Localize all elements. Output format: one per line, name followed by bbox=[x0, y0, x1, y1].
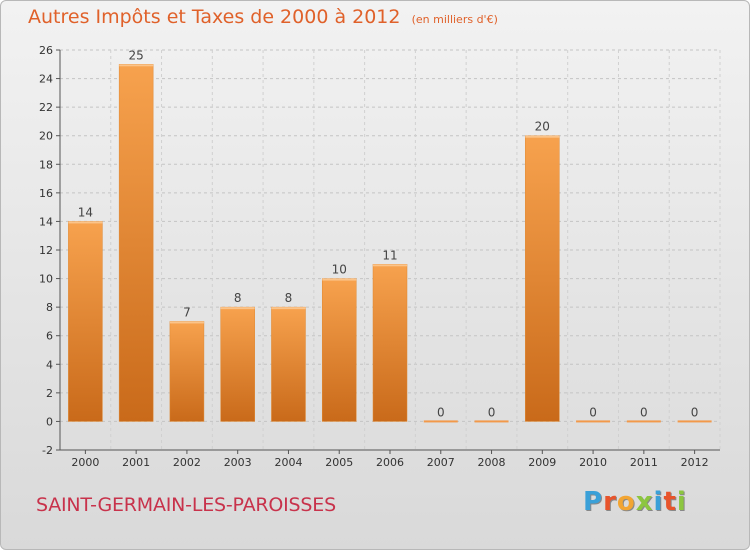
y-tick-label: 4 bbox=[46, 358, 53, 371]
value-label: 0 bbox=[437, 405, 445, 419]
logo-letter: r bbox=[603, 487, 617, 517]
x-tick-label: 2000 bbox=[71, 456, 99, 469]
value-label: 8 bbox=[234, 291, 242, 305]
x-tick-label: 2007 bbox=[427, 456, 455, 469]
x-tick-label: 2011 bbox=[630, 456, 658, 469]
value-label: 0 bbox=[691, 405, 699, 419]
value-label: 7 bbox=[183, 305, 191, 319]
x-tick-label: 2004 bbox=[274, 456, 302, 469]
y-tick-label: 18 bbox=[39, 158, 53, 171]
y-tick-label: 6 bbox=[46, 330, 53, 343]
x-tick-label: 2001 bbox=[122, 456, 150, 469]
bar-highlight bbox=[68, 221, 103, 224]
bar-2000 bbox=[68, 221, 103, 422]
axes bbox=[56, 49, 720, 454]
bar-2003 bbox=[220, 306, 255, 422]
bar-2002 bbox=[169, 321, 205, 422]
x-tick-labels: 2000 2001 2002 2003 2004 2005 2006 2007 2008 2009… bbox=[71, 456, 708, 469]
bar-2001 bbox=[118, 64, 154, 422]
y-tick-label: 14 bbox=[39, 215, 53, 228]
bars bbox=[68, 64, 712, 423]
value-label: 14 bbox=[78, 205, 93, 219]
chart-title: Autres Impôts et Taxes de 2000 à 2012 bbox=[28, 6, 401, 28]
bar-2009 bbox=[525, 135, 560, 422]
y-tick-label: 0 bbox=[46, 415, 53, 428]
value-label: 0 bbox=[589, 405, 597, 419]
value-label: 11 bbox=[382, 248, 397, 262]
logo-letter: t bbox=[663, 487, 677, 517]
x-tick-label: 2005 bbox=[325, 456, 353, 469]
logo-letter: P bbox=[583, 487, 604, 517]
bar-2007 bbox=[423, 420, 458, 423]
commune-name: SAINT-GERMAIN-LES-PAROISSES bbox=[36, 494, 336, 516]
bar-2004 bbox=[271, 306, 306, 422]
title-row: Autres Impôts et Taxes de 2000 à 2012 (e… bbox=[28, 6, 498, 28]
y-tick-label: 2 bbox=[46, 387, 53, 400]
x-tick-label: 2010 bbox=[579, 456, 607, 469]
proxiti-logo[interactable]: Proxiti bbox=[583, 487, 687, 517]
y-tick-label: 20 bbox=[39, 130, 53, 143]
logo-letter: x bbox=[635, 487, 654, 517]
value-label: 20 bbox=[535, 120, 550, 134]
value-label: 10 bbox=[332, 263, 347, 277]
x-tick-label: 2008 bbox=[478, 456, 506, 469]
bar-highlight bbox=[322, 278, 357, 281]
y-tick-label: 22 bbox=[39, 101, 53, 114]
bar-highlight bbox=[169, 321, 204, 324]
bar-2008 bbox=[474, 420, 509, 423]
y-tick-label: 12 bbox=[39, 244, 53, 257]
value-label: 0 bbox=[488, 405, 496, 419]
x-tick-label: 2009 bbox=[528, 456, 556, 469]
bar-2006 bbox=[372, 264, 408, 422]
bar-highlight bbox=[119, 64, 154, 67]
x-tick-label: 2012 bbox=[681, 456, 709, 469]
y-tick-label: -2 bbox=[42, 444, 53, 457]
y-tick-label: 8 bbox=[46, 301, 53, 314]
logo-letter: i bbox=[676, 487, 687, 517]
y-tick-label: 16 bbox=[39, 187, 53, 200]
y-tick-label: 10 bbox=[39, 273, 53, 286]
x-tick-label: 2006 bbox=[376, 456, 404, 469]
value-labels: 14 25 7 8 8 10 11 0 0 20 0 0 0 bbox=[78, 48, 699, 419]
bar-highlight bbox=[220, 307, 255, 310]
x-tick-label: 2002 bbox=[173, 456, 201, 469]
bar-2010 bbox=[576, 420, 611, 423]
bar-highlight bbox=[271, 307, 306, 310]
bar-highlight bbox=[525, 135, 560, 138]
logo-letter: i bbox=[653, 487, 664, 517]
y-tick-label: 26 bbox=[39, 44, 53, 57]
value-label: 0 bbox=[640, 405, 648, 419]
bar-highlight bbox=[373, 264, 407, 267]
bar-2005 bbox=[321, 278, 357, 422]
value-label: 25 bbox=[129, 48, 144, 62]
x-tick-label: 2003 bbox=[224, 456, 252, 469]
chart-subtitle: (en milliers d'€) bbox=[411, 13, 498, 26]
bar-2012 bbox=[677, 420, 712, 423]
y-tick-label: 24 bbox=[39, 73, 53, 86]
bar-2011 bbox=[626, 420, 661, 423]
value-label: 8 bbox=[285, 291, 293, 305]
logo-letter: o bbox=[616, 487, 636, 517]
